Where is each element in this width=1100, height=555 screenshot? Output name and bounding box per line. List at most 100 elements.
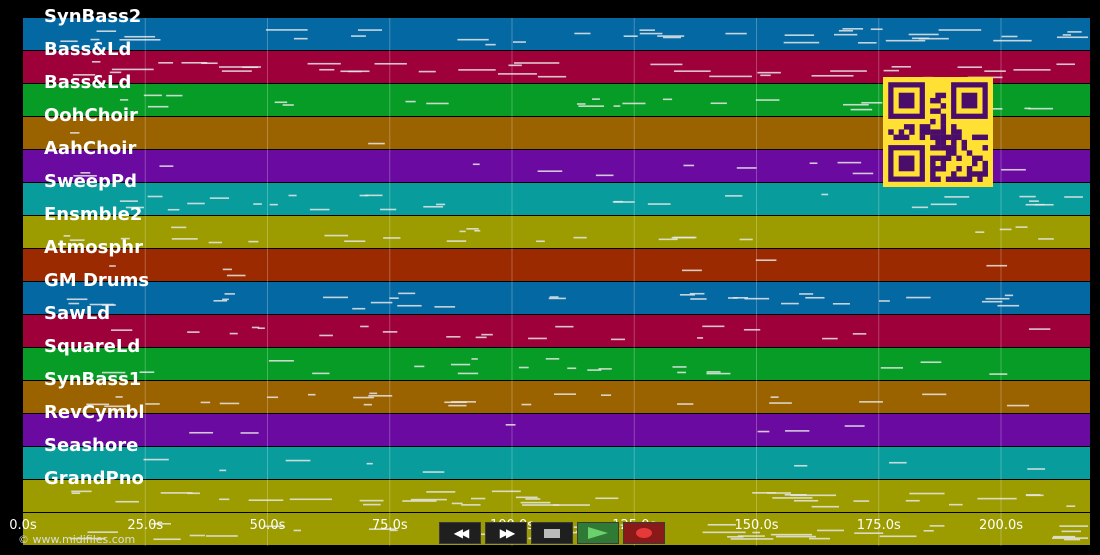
note (63, 235, 71, 237)
qr-module (940, 113, 947, 120)
note (537, 75, 567, 78)
qr-module (935, 108, 941, 114)
note (226, 274, 246, 277)
note (145, 403, 160, 405)
note (189, 534, 205, 537)
fast-forward-button[interactable]: ▶▶ (485, 522, 527, 544)
note (838, 29, 853, 32)
stop-button[interactable] (531, 522, 573, 544)
note (352, 307, 366, 310)
qr-code[interactable] (883, 77, 993, 187)
qr-module (898, 129, 905, 135)
track-label: AahChoir (44, 138, 136, 159)
qr-module (966, 150, 973, 156)
qr-module (940, 134, 947, 141)
note (852, 333, 867, 335)
record-button[interactable] (623, 522, 665, 544)
qr-module (919, 129, 926, 135)
note (1051, 537, 1088, 539)
note (757, 71, 781, 74)
note (595, 497, 619, 500)
note (470, 497, 486, 500)
qr-module (935, 134, 941, 141)
note (282, 104, 294, 106)
note (737, 535, 765, 537)
note (289, 498, 333, 501)
qr-module (940, 155, 947, 162)
note (682, 269, 702, 272)
qr-module (956, 155, 962, 162)
note (446, 240, 467, 242)
note (1025, 203, 1045, 206)
note (219, 498, 230, 501)
note (319, 334, 333, 337)
note (353, 396, 374, 399)
note (567, 367, 577, 370)
rewind-button[interactable]: ◀◀ (439, 522, 481, 544)
qr-module (940, 139, 947, 146)
note (1056, 36, 1088, 39)
note (147, 105, 169, 108)
qr-module (903, 124, 910, 130)
note (555, 325, 574, 328)
note (576, 103, 586, 105)
note (267, 396, 279, 399)
note (410, 498, 447, 501)
note (72, 74, 96, 76)
note (319, 68, 335, 71)
time-tick-label: 0.0s (9, 518, 37, 533)
note (993, 39, 1032, 42)
qr-module (945, 155, 952, 162)
note (363, 503, 381, 506)
note (201, 62, 218, 65)
note (906, 296, 931, 299)
qr-module (888, 129, 894, 135)
note (423, 205, 444, 208)
note (368, 395, 393, 397)
note (612, 201, 635, 203)
note (587, 369, 602, 371)
track-lane (23, 249, 1090, 281)
note (639, 29, 655, 31)
track-label: GrandPno (44, 468, 144, 489)
note (639, 32, 663, 35)
track-lane (23, 216, 1090, 248)
qr-module (930, 134, 936, 141)
note (370, 301, 393, 304)
note (832, 302, 850, 305)
note (366, 462, 373, 465)
qr-module (930, 108, 936, 114)
note (770, 533, 813, 536)
note (360, 325, 369, 328)
note (402, 500, 437, 502)
qr-module (898, 134, 905, 141)
qr-module (966, 171, 973, 177)
track-label: Bass&Ld (44, 72, 131, 93)
qr-module (940, 129, 947, 135)
play-button[interactable] (577, 522, 619, 544)
note (1067, 31, 1082, 33)
note (709, 75, 752, 78)
note (312, 372, 330, 375)
note (351, 35, 366, 37)
note (710, 102, 727, 105)
qr-module (935, 155, 941, 162)
note (344, 240, 366, 243)
qr-module (956, 176, 962, 182)
note (837, 161, 862, 164)
note (209, 197, 230, 199)
note (975, 231, 985, 233)
note (96, 30, 117, 33)
note (471, 358, 478, 360)
qr-module (924, 129, 931, 135)
note (528, 337, 547, 340)
note (143, 94, 162, 97)
note (821, 193, 829, 196)
note (817, 529, 845, 532)
note (613, 200, 624, 203)
note (450, 363, 471, 366)
note (985, 297, 1010, 300)
note (883, 69, 900, 72)
note (870, 28, 883, 31)
